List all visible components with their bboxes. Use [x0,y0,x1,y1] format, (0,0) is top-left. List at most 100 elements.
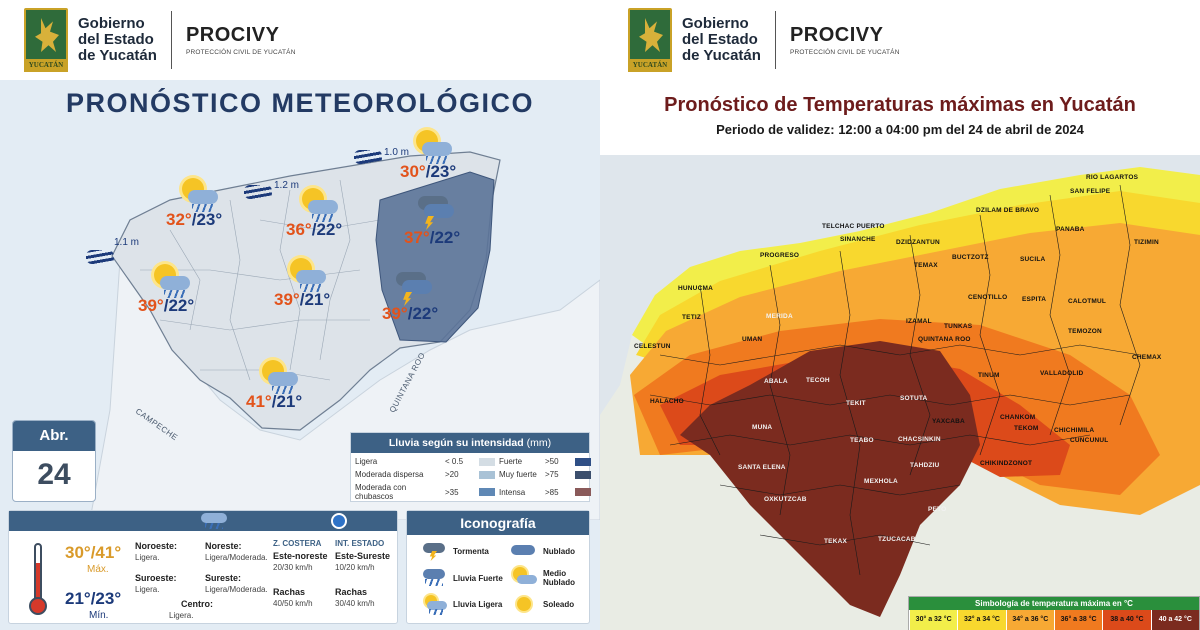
temperature-legend-title: Simbología de temperatura máxima en °C [909,597,1199,610]
coastal-zone-header: Z. COSTERA [273,539,322,548]
municipality-label: ABALA [764,378,788,385]
municipality-label: BUCTZOTZ [952,254,989,261]
coastal-gusts-label: Rachas [273,587,306,597]
municipality-label: CELESTUN [634,343,671,350]
rain-level-value: >20 [445,470,459,479]
crest-ribbon: YUCATÁN [24,59,68,72]
municipality-label: OXKUTZCAB [764,496,807,503]
legend-heavy-rain-label: Lluvia Fuerte [453,574,503,583]
min-temp: /22° [311,220,343,239]
wave-height-label: 1.2 m [274,180,300,191]
forecast-temp: 37°/22° [404,228,460,248]
yucatan-temperature-map [600,155,1200,630]
procivy-title: PROCIVY [185,24,280,46]
rain-cloud-icon [201,513,229,529]
min-temp: /21° [299,290,331,309]
legend-storm-label: Tormenta [453,547,489,556]
partly-cloudy-rain-icon [146,262,191,298]
forecast-tag: 39°/21° [274,256,330,310]
date-calendar-card: Abr. 24 [12,420,96,502]
wind-value-noreste: Ligera/Moderada. [205,553,268,562]
forecast-tag: 39°/22° [138,262,194,316]
municipality-label: ESPITA [1022,296,1047,303]
municipality-label: UMAN [742,336,763,343]
municipality-label: TEMOZON [1068,328,1102,335]
rain-level-label: Fuerte [499,457,523,466]
max-temp: 41° [246,392,272,411]
storm-icon [390,270,433,306]
partly-cloudy-rain-icon [282,256,327,292]
wave-height-icon [244,185,272,199]
municipality-label: SANTA ELENA [738,464,786,471]
gobierno-line-2: del Estado [78,31,154,48]
partly-cloudy-rain-icon [408,128,453,164]
right-header: YUCATÁN Gobierno del Estado de Yucatán P… [628,0,900,80]
municipality-label: TEKAX [824,538,848,545]
partly-cloudy-icon [511,567,537,587]
rain-level-label: Moderada con chubascos [355,483,407,501]
min-temp: /21° [271,392,303,411]
forecast-tag: 41°/21° [246,358,302,412]
municipality-label: PETO [928,506,947,513]
municipality-label: CENOTILLO [968,294,1008,301]
municipal-borders [649,184,1141,576]
max-temp: 39° [382,304,408,323]
min-temp: /22° [163,296,195,315]
min-temp: /22° [429,228,461,247]
municipality-label: TEMAX [914,262,938,269]
coastal-gusts-speed: 40/50 km/h [273,599,313,608]
thermometer-icon [29,543,47,617]
left-header: YUCATÁN Gobierno del Estado de Yucatán P… [24,0,296,80]
rain-level-label: Intensa [499,487,526,497]
rain-level-value: >85 [545,487,559,497]
municipality-label: MEXHOLA [864,478,898,485]
gobierno-line-3: de Yucatán [682,47,761,64]
legend-light-rain-label: Lluvia Ligera [453,600,503,609]
zone-40-42 [680,341,980,617]
legend-bin: 34° a 36 °C [1005,610,1054,630]
crest-ribbon: YUCATÁN [628,59,672,72]
wind-direction-suroeste: Suroeste: [135,573,177,583]
rain-level-label: Ligera [355,457,378,466]
light-rain-icon [423,595,447,615]
municipality-label: CHACSINKIN [898,436,941,443]
municipality-label: PANABA [1056,226,1085,233]
municipality-label: TAHDZIU [910,462,940,469]
heavy-rain-icon [423,569,447,587]
wind-temperature-panel: 30°/41° Máx. 21°/23° Mín. Noroeste: Lige… [8,510,398,624]
rain-level-value: >35 [445,487,459,497]
forecast-temp: 30°/23° [400,162,456,182]
partly-cloudy-rain-icon [294,186,339,222]
min-temp-range: 21°/23° [65,589,122,608]
max-temp: 37° [404,228,430,247]
deer-emblem-icon [639,18,663,52]
wave-height-label: 1.1 m [114,237,140,248]
forecast-tag: 30°/23° [400,128,456,182]
legend-bin: 30° a 32 °C [909,610,958,630]
gobierno-line-1: Gobierno [78,15,145,32]
rain-legend-unit: (mm) [526,437,552,449]
interior-header: INT. ESTADO [335,539,385,548]
header-divider [170,11,172,69]
temperature-map-title: Pronóstico de Temperaturas máximas en Yu… [664,94,1136,116]
rain-level-label: Moderada dispersa [355,470,424,479]
procivy-logo: PROCIVY PROTECCIÓN CIVIL DE YUCATÁN [186,24,296,56]
procivy-title: PROCIVY [789,24,884,46]
municipality-label: MUNA [752,424,773,431]
sunny-icon [515,595,533,613]
wind-direction-noroeste: Noroeste: [135,541,178,551]
wave-height-icon [354,150,382,164]
municipality-label: RIO LAGARTOS [1086,174,1139,181]
municipality-label: CUNCUNUL [1070,437,1109,444]
gobierno-line-3: de Yucatán [78,47,157,64]
forecast-temp: 41°/21° [246,392,302,412]
wind-value-sureste: Ligera/Moderada. [205,585,268,594]
max-temp: 39° [138,296,164,315]
forecast-tag: 32°/23° [166,176,222,230]
max-temp: 39° [274,290,300,309]
municipality-label: CHICHIMILA [1054,427,1095,434]
forecast-tag: 39°/22° [382,270,438,324]
rain-level-value: >75 [545,470,559,479]
sea-area [600,155,1200,415]
municipality-label: TEKIT [846,400,866,407]
